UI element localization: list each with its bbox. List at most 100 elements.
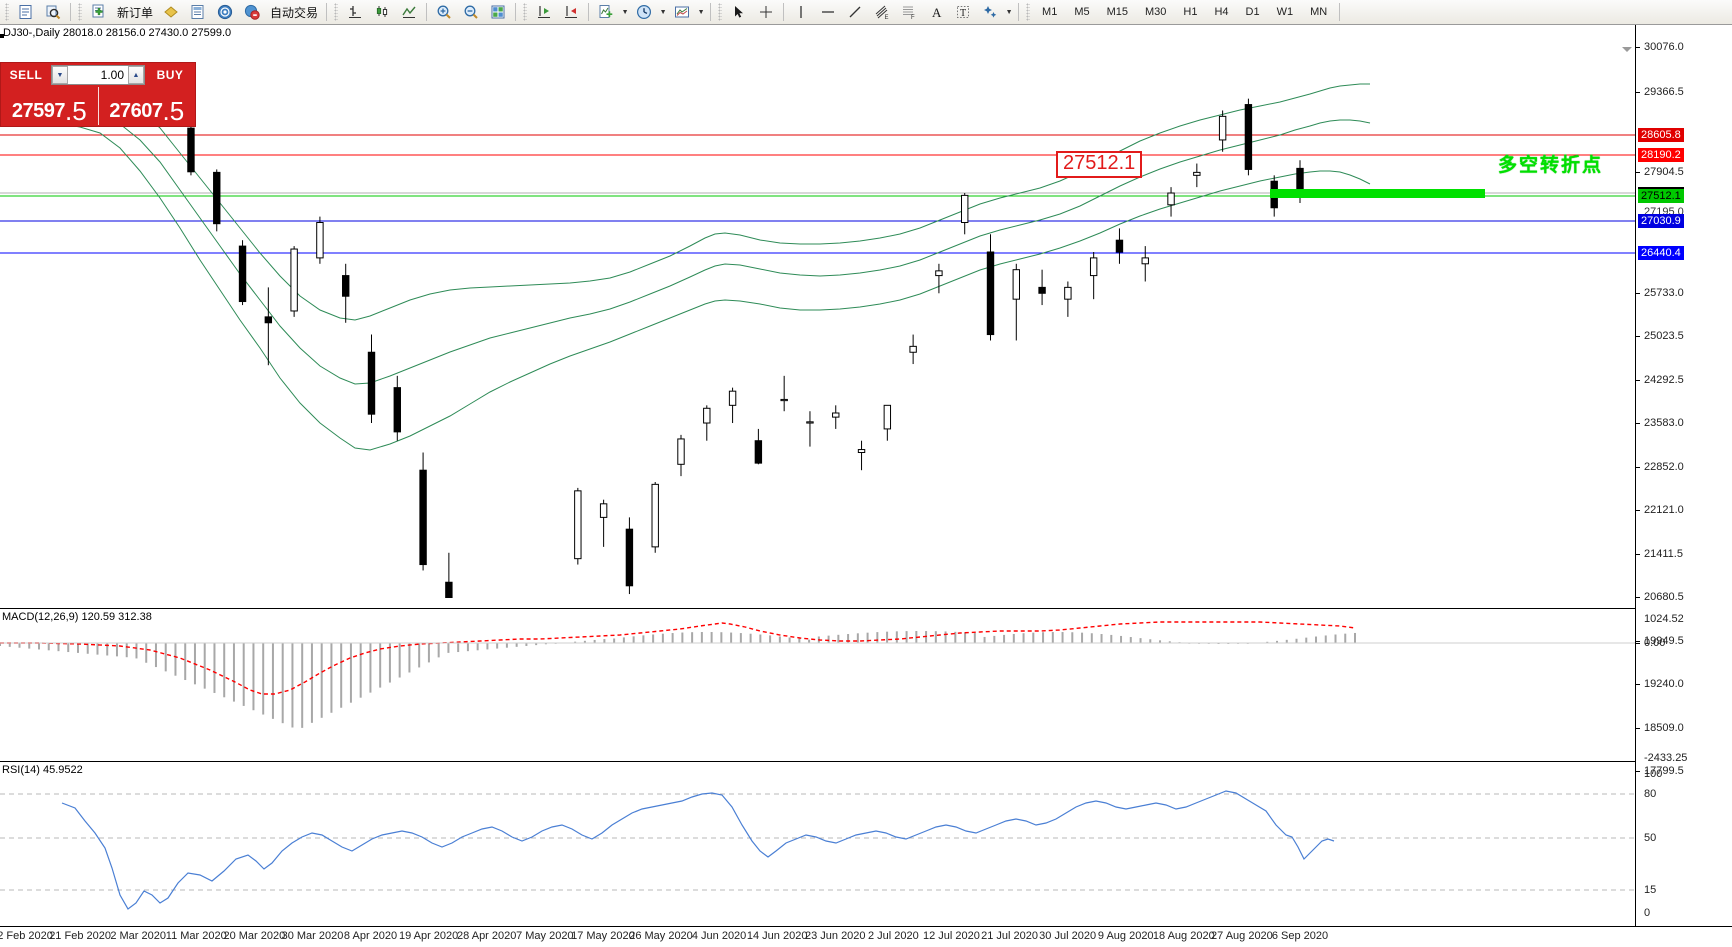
toolbar-grip-4[interactable]	[523, 3, 528, 21]
candle-body	[780, 398, 788, 402]
rsi-axis-label: 100	[1644, 768, 1663, 780]
indicators-icon[interactable]	[593, 0, 619, 24]
main-toolbar[interactable]: 新订单 自动交易 ▼ ▼	[0, 0, 1732, 25]
indicators-dropdown-arrow[interactable]: ▼	[621, 8, 629, 16]
toolbar-grip-2[interactable]	[78, 3, 82, 21]
time-axis-label: 30 Mar 2020	[281, 930, 344, 942]
timeframe-m5[interactable]: M5	[1074, 6, 1090, 18]
auto-scroll-icon[interactable]	[558, 0, 584, 24]
time-axis-label: 12 Feb 2020	[0, 930, 53, 942]
label-icon[interactable]: T	[950, 0, 976, 24]
annotation-price-box[interactable]: 27512.1	[1056, 151, 1143, 178]
candle-body	[1141, 257, 1149, 265]
volume-decrement-button[interactable]: ▼	[52, 66, 68, 84]
macd-bar	[1285, 639, 1288, 643]
signals-icon[interactable]	[212, 0, 238, 24]
trade-panel-prices[interactable]: 27597.5 27607.5	[1, 87, 195, 125]
price-marker-26440[interactable]: 26440.4	[1638, 246, 1684, 260]
vertical-line-icon[interactable]	[788, 0, 814, 24]
new-order-icon[interactable]	[86, 0, 112, 24]
crosshair-icon[interactable]	[753, 0, 779, 24]
timeframe-d1[interactable]: D1	[1245, 6, 1260, 18]
macd-bar	[1354, 632, 1356, 643]
price-marker-28605[interactable]: 28605.8	[1638, 128, 1684, 142]
buy-button[interactable]: BUY	[156, 68, 184, 82]
macd-bar	[457, 643, 460, 653]
toolbar-grip-5[interactable]	[718, 3, 723, 21]
new-chart-icon[interactable]	[13, 0, 39, 24]
price-marker-28190[interactable]: 28190.2	[1638, 148, 1684, 162]
macd-bar	[505, 643, 508, 648]
price-marker-27512[interactable]: 27512.1	[1638, 187, 1684, 203]
sell-button[interactable]: SELL	[9, 68, 43, 82]
macd-bar	[544, 643, 547, 645]
macd-bar	[1315, 636, 1318, 643]
templates-dropdown-arrow[interactable]: ▼	[697, 8, 705, 16]
equidistant-channel-icon[interactable]: E	[869, 0, 895, 24]
market-watch-icon[interactable]	[40, 0, 66, 24]
price-scale[interactable]: 30076.0 29366.5 28605.8 28190.2 27904.5 …	[1635, 25, 1732, 947]
rsi-pane[interactable]	[0, 763, 1636, 928]
trendline-icon[interactable]	[842, 0, 868, 24]
zoom-in-icon[interactable]	[431, 0, 457, 24]
buy-price[interactable]: 27607.5	[99, 87, 196, 125]
volume-input[interactable]	[68, 67, 128, 83]
shift-start-icon[interactable]	[531, 0, 557, 24]
autotrading-icon[interactable]	[239, 0, 265, 24]
horizontal-line-icon[interactable]	[815, 0, 841, 24]
bar-chart-icon[interactable]	[342, 0, 368, 24]
timeframe-m1[interactable]: M1	[1042, 6, 1058, 18]
sell-price[interactable]: 27597.5	[1, 87, 98, 125]
price-pane[interactable]	[0, 38, 1636, 598]
macd-bar	[632, 636, 635, 643]
toolbar-grip[interactable]	[5, 3, 9, 21]
macd-bar	[856, 633, 859, 643]
macd-pane-top-border	[0, 608, 1636, 609]
chart-canvas[interactable]: DJ30-,Daily 28018.0 28156.0 27430.0 2759…	[0, 25, 1732, 947]
data-window-icon[interactable]	[185, 0, 211, 24]
new-order-label[interactable]: 新订单	[117, 5, 154, 20]
timeframe-mn[interactable]: MN	[1310, 6, 1328, 18]
autotrading-label[interactable]: 自动交易	[270, 5, 319, 20]
periods-dropdown-arrow[interactable]: ▼	[659, 8, 667, 16]
macd-bar	[1149, 639, 1152, 643]
fibonacci-icon[interactable]: F	[896, 0, 922, 24]
rsi-line	[61, 790, 1335, 910]
toolbar-grip-3[interactable]	[334, 3, 339, 21]
text-icon[interactable]: A	[923, 0, 949, 24]
macd-bar	[642, 635, 645, 643]
periods-icon[interactable]	[631, 0, 657, 24]
price-marker-27030[interactable]: 27030.9	[1638, 214, 1684, 228]
expert-advisor-icon[interactable]	[158, 0, 184, 24]
trade-panel-controls[interactable]: SELL ▼ ▲ BUY	[1, 63, 195, 87]
price-label: 17799.5	[1644, 765, 1684, 777]
macd-bar	[1266, 641, 1269, 643]
macd-pane[interactable]	[0, 610, 1636, 760]
shapes-dropdown-arrow[interactable]: ▼	[1005, 8, 1013, 16]
one-click-trading-panel[interactable]: SELL ▼ ▲ BUY 27597.5 27607.5	[0, 62, 196, 127]
zoom-out-icon[interactable]	[458, 0, 484, 24]
candlestick-chart-icon[interactable]	[369, 0, 395, 24]
candle-body	[393, 387, 401, 433]
timeframe-m30[interactable]: M30	[1145, 6, 1167, 18]
macd-bar	[57, 643, 60, 652]
volume-field[interactable]: ▼ ▲	[51, 65, 145, 85]
macd-bar	[661, 633, 664, 643]
templates-icon[interactable]	[669, 0, 695, 24]
toolbar-separator-5	[588, 3, 590, 21]
annotation-chinese-note[interactable]: 多空转折点	[1498, 155, 1604, 176]
shapes-icon[interactable]	[977, 0, 1003, 24]
toolbar-separator-9	[1339, 3, 1341, 21]
cursor-icon[interactable]	[726, 0, 752, 24]
timeframe-w1[interactable]: W1	[1276, 6, 1294, 18]
timeframe-m15[interactable]: M15	[1106, 6, 1128, 18]
macd-bar	[515, 643, 518, 647]
timeframe-h1[interactable]: H1	[1183, 6, 1198, 18]
line-chart-icon[interactable]	[396, 0, 422, 24]
grid-icon[interactable]	[485, 0, 511, 24]
toolbar-grip-6[interactable]	[1026, 3, 1031, 21]
timeframe-h4[interactable]: H4	[1214, 6, 1229, 18]
volume-increment-button[interactable]: ▲	[128, 66, 144, 84]
candle-body	[1038, 286, 1046, 294]
